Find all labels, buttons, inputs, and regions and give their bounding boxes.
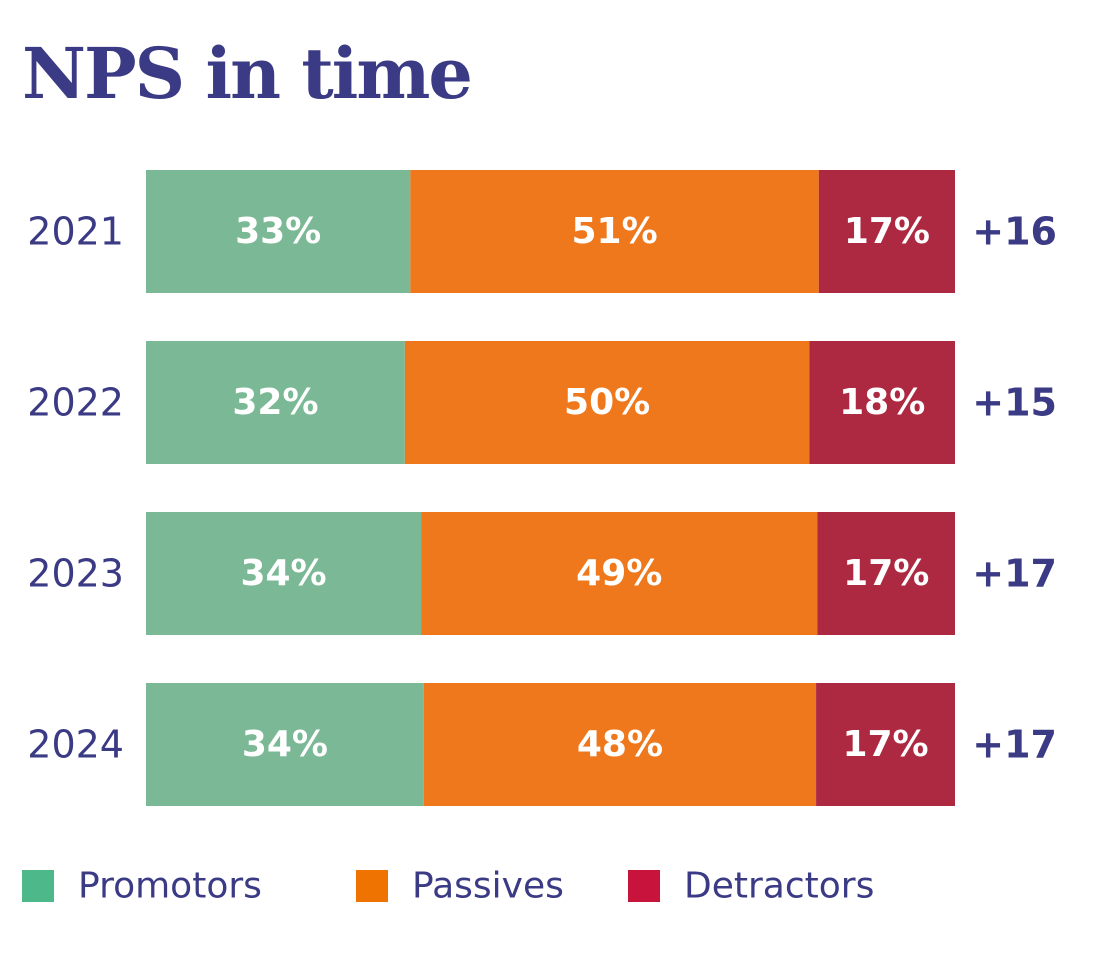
data-label-detractors-2022: 18% [839,382,925,423]
bar-passives-2021 [410,170,819,293]
bar-promotors-2022 [146,341,405,464]
bar-passives-2023 [421,512,818,635]
bar-detractors-2024 [816,683,955,806]
bar-detractors-2023 [817,512,955,635]
data-label-promotors-2021: 33% [235,211,321,252]
bar-detractors-2022 [809,341,955,464]
data-label-promotors-2024: 34% [242,724,328,765]
data-label-detractors-2021: 17% [844,211,930,252]
data-label-detractors-2023: 17% [843,553,929,594]
bar-detractors-2021 [818,170,955,293]
nps-score-2022: +15 [972,381,1057,425]
data-label-passives-2024: 48% [577,724,663,765]
nps-score-2021: +16 [972,210,1057,254]
chart-title: NPS in time [22,32,471,115]
bar-promotors-2023 [146,512,422,635]
legend-label-passives: Passives [412,866,564,907]
bars-layer: 2021 33% 51% 17% +16 2022 32% 50% 18% +15 2023 34% 4… [27,170,1057,806]
data-label-promotors-2023: 34% [240,553,326,594]
bar-promotors-2024 [146,683,424,806]
legend-label-detractors: Detractors [684,866,874,907]
category-label-2023: 2023 [27,552,124,596]
bar-promotors-2021 [146,170,411,293]
legend: Promotors Passives Detractors [22,866,874,907]
data-label-detractors-2024: 17% [842,724,928,765]
data-label-promotors-2022: 32% [232,382,318,423]
nps-score-2024: +17 [972,723,1057,767]
legend-label-promotors: Promotors [78,866,262,907]
data-label-passives-2022: 50% [564,382,650,423]
nps-score-2023: +17 [972,552,1057,596]
data-label-passives-2021: 51% [571,211,657,252]
legend-swatch-passives [356,870,388,902]
category-label-2021: 2021 [27,210,124,254]
category-label-2022: 2022 [27,381,124,425]
bar-passives-2022 [404,341,810,464]
bar-passives-2024 [423,683,817,806]
legend-swatch-detractors [628,870,660,902]
legend-swatch-promotors [22,870,54,902]
data-label-passives-2023: 49% [576,553,662,594]
category-label-2024: 2024 [27,723,124,767]
